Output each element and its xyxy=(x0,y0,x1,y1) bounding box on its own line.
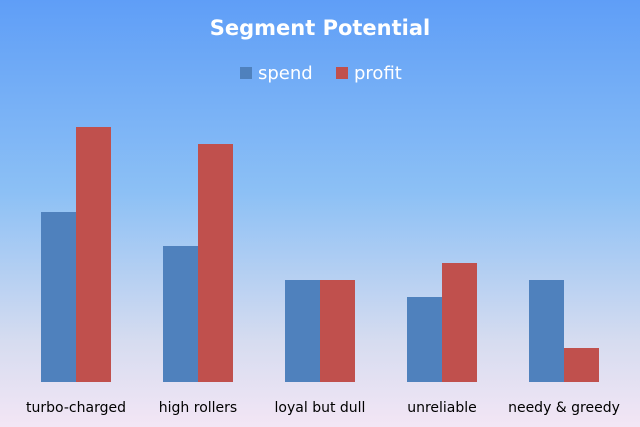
bar xyxy=(442,263,477,382)
bar xyxy=(407,297,442,382)
chart-title: Segment Potential xyxy=(210,16,430,40)
bar xyxy=(529,280,564,382)
bar xyxy=(285,280,320,382)
bar xyxy=(41,212,76,382)
bar xyxy=(76,127,111,382)
x-tick-label: unreliable xyxy=(407,400,477,416)
legend-swatch xyxy=(336,67,348,79)
bar xyxy=(320,280,355,382)
x-tick-label: high rollers xyxy=(159,400,237,416)
bar xyxy=(564,348,599,382)
bar xyxy=(163,246,198,382)
x-tick-label: needy & greedy xyxy=(508,400,620,416)
legend-label: profit xyxy=(354,63,402,84)
legend-label: spend xyxy=(258,63,313,84)
legend-swatch xyxy=(240,67,252,79)
x-tick-label: loyal but dull xyxy=(275,400,366,416)
bar xyxy=(198,144,233,382)
x-tick-label: turbo-charged xyxy=(26,400,126,416)
